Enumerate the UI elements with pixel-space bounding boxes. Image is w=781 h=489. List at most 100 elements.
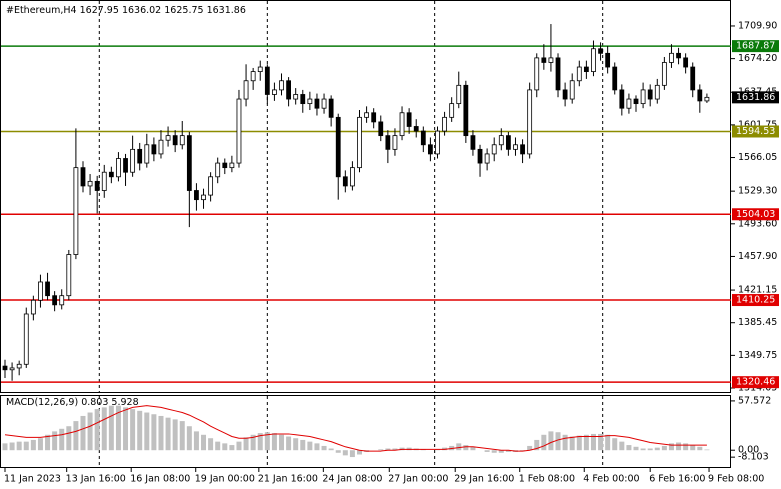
candle-body bbox=[619, 89, 625, 109]
x-tick-label: 11 Jan 2023 bbox=[4, 474, 61, 485]
candle-body bbox=[562, 89, 568, 100]
macd-bar bbox=[271, 433, 277, 451]
macd-bar bbox=[201, 434, 207, 451]
candle-body bbox=[335, 116, 341, 178]
macd-bar bbox=[137, 410, 143, 451]
x-tick-label: 19 Jan 00:00 bbox=[195, 474, 255, 485]
macd-bar bbox=[314, 443, 320, 451]
candle-body bbox=[279, 80, 284, 91]
candle-body bbox=[194, 190, 199, 201]
macd-bar bbox=[101, 407, 107, 451]
macd-bar bbox=[583, 434, 589, 451]
macd-bar bbox=[335, 450, 341, 453]
candle-body bbox=[505, 135, 511, 150]
price-label: 1631.86 bbox=[736, 92, 775, 103]
macd-bar bbox=[321, 445, 327, 451]
macd-bar bbox=[123, 407, 129, 451]
macd-bar bbox=[73, 421, 79, 451]
macd-bar bbox=[548, 431, 554, 451]
candle-body bbox=[116, 158, 121, 178]
macd-bar bbox=[463, 445, 469, 451]
macd-bar bbox=[286, 436, 292, 451]
candle-body bbox=[101, 171, 107, 191]
candle-body bbox=[690, 66, 696, 91]
plot bbox=[1, 24, 731, 458]
macd-bar bbox=[626, 445, 632, 451]
candle-body bbox=[208, 176, 214, 196]
macd-bar bbox=[130, 409, 136, 451]
candle-body bbox=[640, 89, 646, 105]
candle-body bbox=[321, 98, 327, 109]
macd-bar bbox=[668, 443, 674, 451]
candle-body bbox=[555, 57, 561, 91]
candle-body bbox=[470, 135, 476, 150]
candle-body bbox=[94, 180, 100, 191]
level-label: 1504.03 bbox=[736, 209, 775, 220]
macd-bar bbox=[80, 415, 86, 451]
candle-body bbox=[491, 144, 497, 155]
macd-bar bbox=[385, 448, 391, 451]
macd-bar bbox=[619, 441, 625, 451]
candle-body bbox=[179, 135, 185, 146]
candle-body bbox=[123, 158, 128, 173]
macd-bar bbox=[94, 409, 100, 451]
macd-bar bbox=[300, 439, 306, 451]
candle-body bbox=[250, 71, 256, 82]
level-label: 1410.25 bbox=[736, 295, 775, 306]
level-label-box bbox=[732, 294, 779, 307]
candle-body bbox=[165, 135, 171, 141]
y-tick-label: 1566.05 bbox=[738, 152, 777, 163]
candle-body bbox=[527, 89, 533, 155]
macd-bar bbox=[307, 441, 313, 451]
candle-body bbox=[45, 281, 50, 297]
macd-title: MACD(12,26,9) 0.803 5.928 bbox=[6, 397, 139, 408]
candle-body bbox=[23, 313, 29, 365]
macd-bar bbox=[229, 445, 235, 451]
candle-body bbox=[591, 48, 596, 73]
candle-body bbox=[9, 367, 15, 371]
candle-body bbox=[449, 103, 455, 118]
macd-bar bbox=[569, 436, 575, 451]
y-tick-label: 1674.20 bbox=[738, 53, 777, 64]
macd-bar bbox=[555, 432, 561, 451]
macd-bar bbox=[633, 446, 639, 451]
candle-body bbox=[541, 57, 547, 63]
y-tick-label: 0.00 bbox=[738, 445, 759, 456]
candle-body bbox=[357, 116, 362, 169]
macd-bar bbox=[683, 443, 689, 451]
macd-bar bbox=[541, 434, 547, 451]
candle-body bbox=[52, 295, 58, 306]
macd-bar bbox=[179, 421, 185, 451]
candle-body bbox=[697, 89, 703, 102]
macd-bar bbox=[222, 443, 228, 451]
macd-bar bbox=[257, 433, 263, 451]
candle-body bbox=[392, 135, 398, 150]
candle-body bbox=[2, 365, 8, 371]
candle-body bbox=[130, 148, 136, 173]
macd-bar bbox=[66, 426, 72, 451]
macd-bar bbox=[357, 450, 362, 455]
macd-bar bbox=[484, 450, 490, 452]
x-tick-label: 27 Jan 00:00 bbox=[388, 474, 448, 485]
candle-body bbox=[300, 94, 306, 105]
candle-body bbox=[654, 84, 660, 100]
x-tick-label: 29 Jan 16:00 bbox=[454, 474, 514, 485]
candle-body bbox=[215, 162, 221, 178]
candle-body bbox=[201, 194, 206, 201]
open: 1627.95 bbox=[80, 5, 119, 16]
macd-bar bbox=[612, 438, 618, 451]
candle-body bbox=[144, 144, 150, 164]
macd-bar bbox=[215, 441, 221, 451]
macd-bar bbox=[491, 450, 497, 453]
y-tick-label: 1601.75 bbox=[738, 119, 777, 130]
macd-bar bbox=[45, 434, 51, 451]
grid bbox=[98, 1, 604, 467]
x-tick-label: 13 Jan 16:00 bbox=[66, 474, 126, 485]
macd-bar bbox=[349, 450, 355, 458]
macd-bar bbox=[498, 450, 504, 453]
macd-bar bbox=[704, 449, 710, 451]
macd-bar bbox=[264, 432, 270, 451]
macd-bar bbox=[52, 431, 58, 451]
macd-bar bbox=[37, 438, 43, 451]
